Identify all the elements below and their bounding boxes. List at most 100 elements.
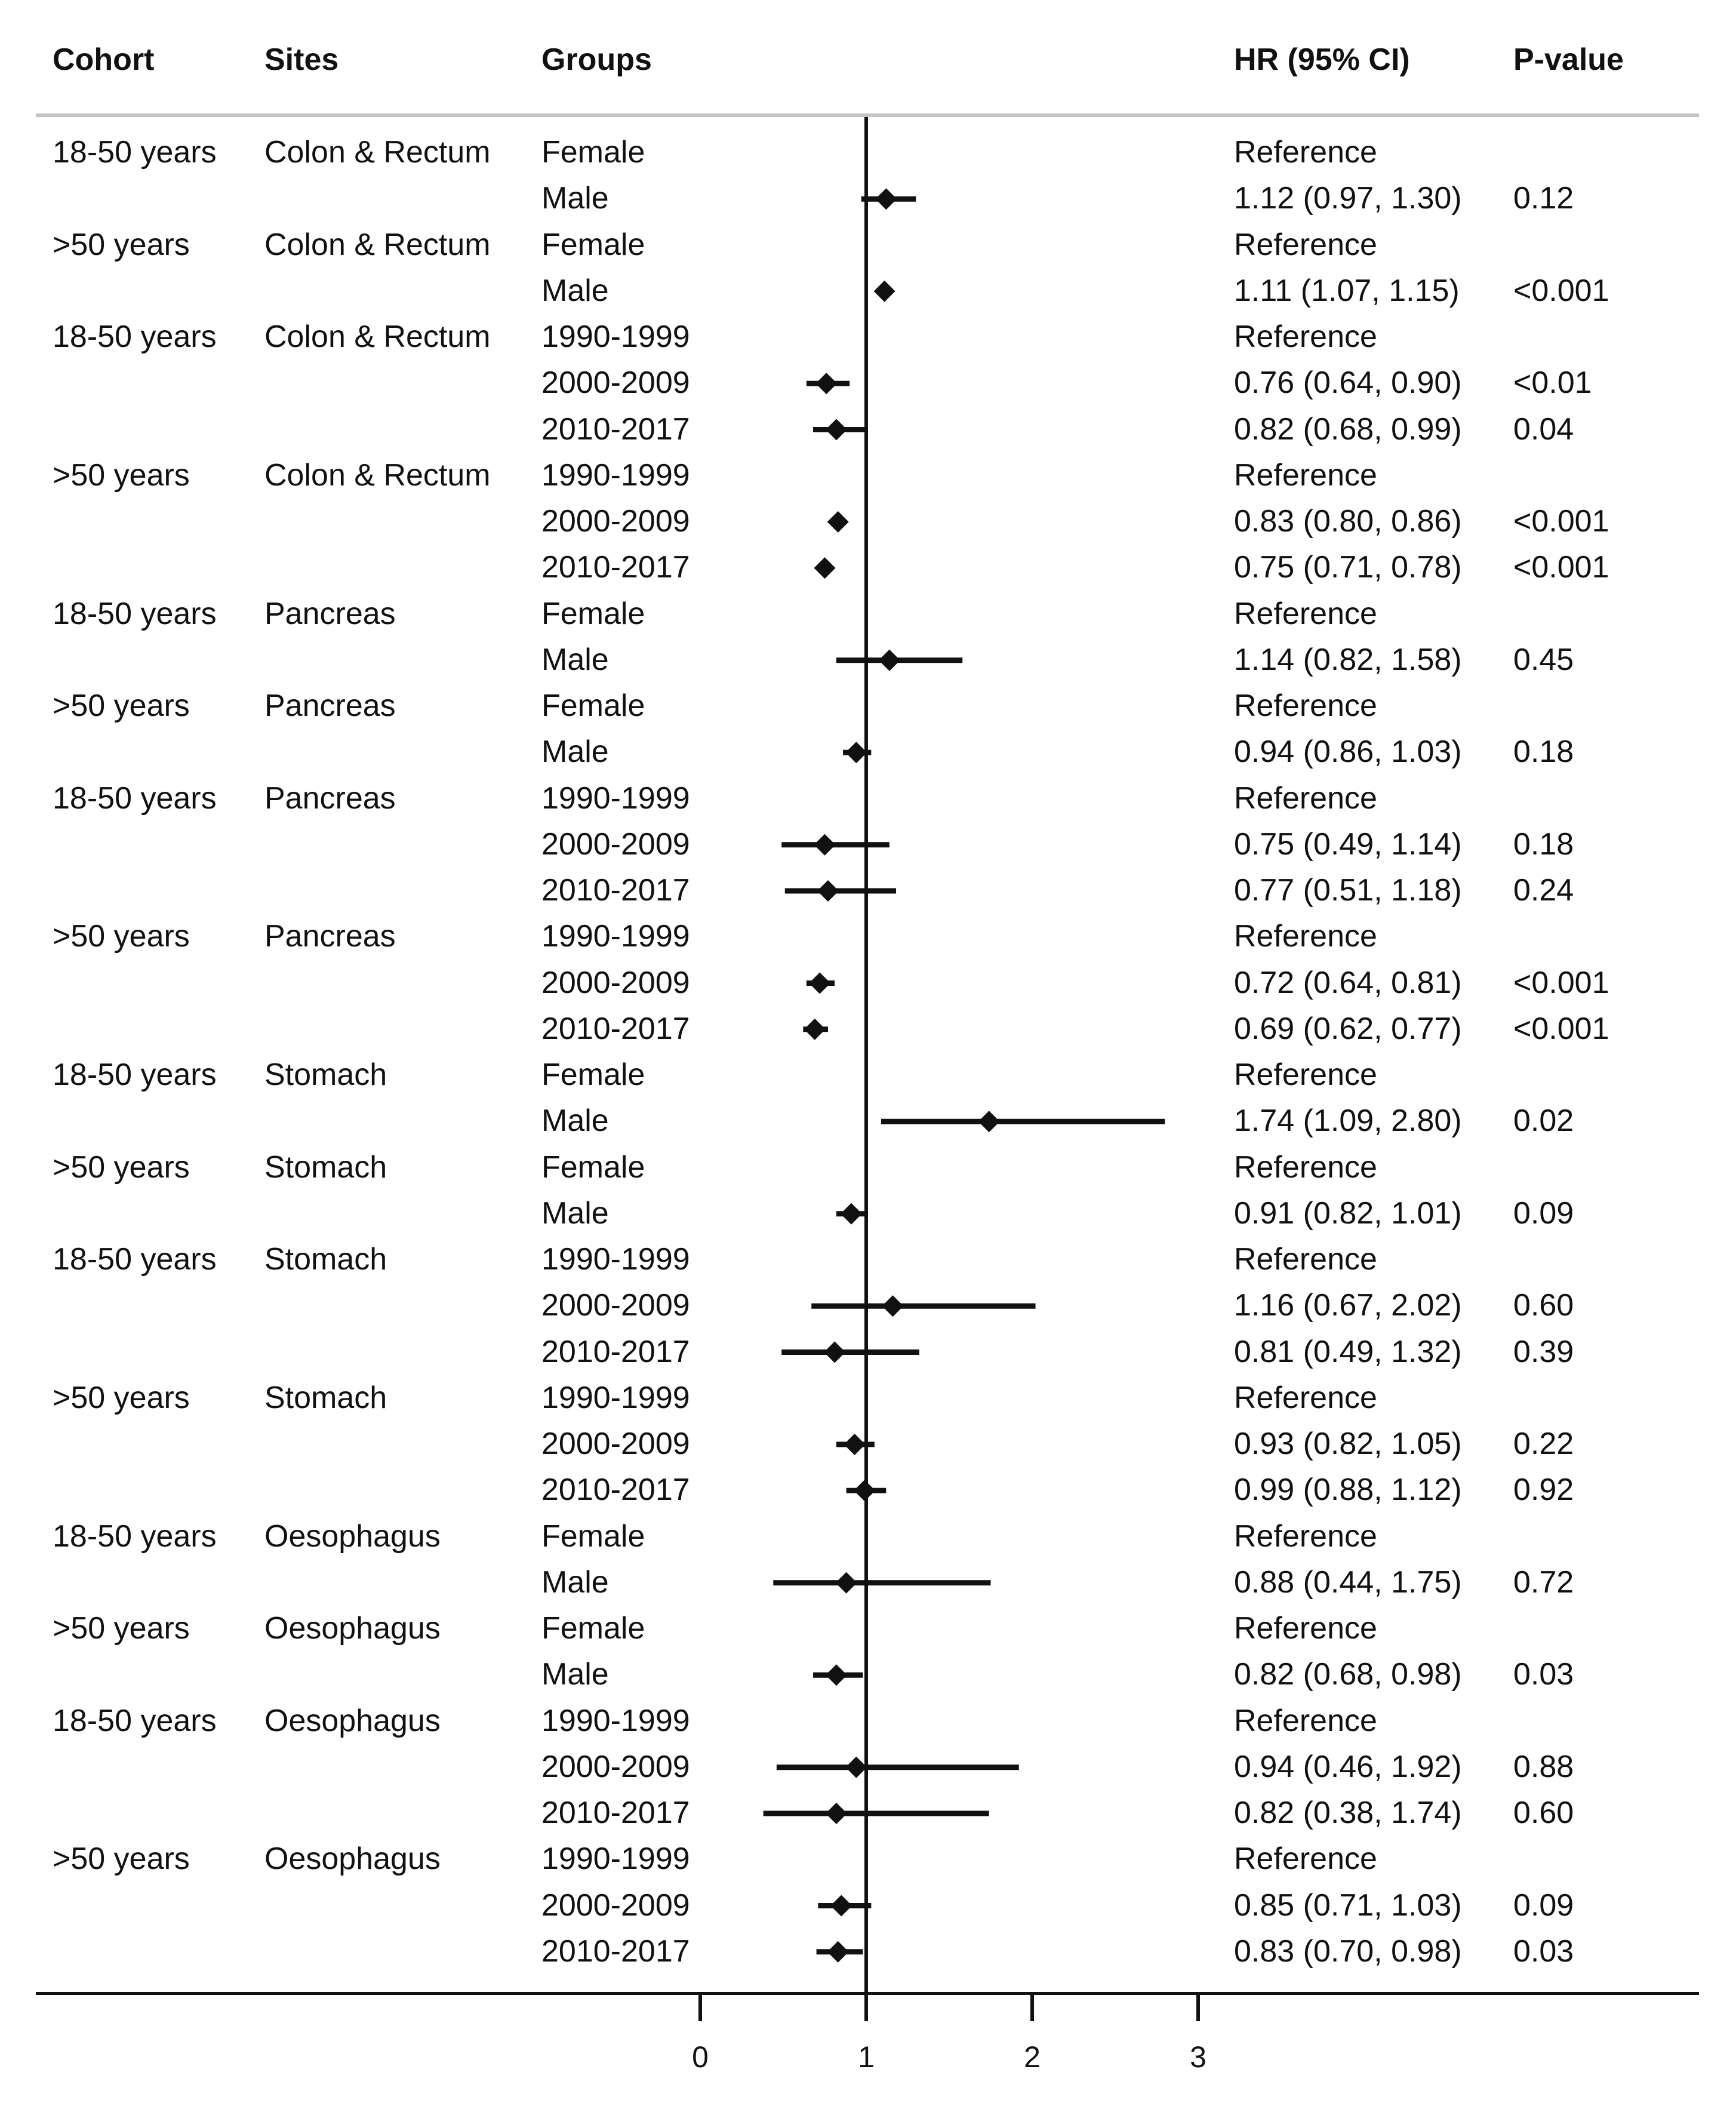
hr-ci-label: Reference: [1234, 780, 1377, 816]
p-value-label: 0.45: [1513, 642, 1574, 677]
cohort-label: >50 years: [53, 1380, 190, 1415]
cohort-label: 18-50 years: [53, 596, 217, 631]
p-value-label: 0.92: [1513, 1472, 1574, 1508]
group-label: 1990-1999: [541, 1703, 690, 1738]
group-label: 1990-1999: [541, 457, 690, 493]
group-label: 2010-2017: [541, 550, 690, 585]
site-label: Oesophagus: [264, 1518, 441, 1554]
hr-ci-label: 0.75 (0.71, 0.78): [1234, 550, 1462, 585]
hr-ci-label: 0.99 (0.88, 1.12): [1234, 1472, 1462, 1508]
group-label: 1990-1999: [541, 919, 690, 954]
header-divider: [36, 113, 1699, 117]
hr-point-marker: [817, 880, 839, 902]
site-label: Stomach: [264, 1380, 387, 1415]
group-label: Male: [541, 273, 609, 308]
hr-ci-label: Reference: [1234, 319, 1377, 354]
group-label: 2010-2017: [541, 1796, 690, 1830]
hr-point-marker: [875, 188, 897, 210]
site-label: Colon & Rectum: [264, 135, 491, 170]
hr-ci-label: Reference: [1234, 1380, 1377, 1415]
hr-point-marker: [835, 1572, 857, 1594]
hr-point-marker: [825, 419, 847, 441]
hr-ci-label: 0.91 (0.82, 1.01): [1234, 1195, 1462, 1231]
p-value-label: 0.24: [1513, 873, 1574, 908]
cohort-label: >50 years: [53, 227, 190, 262]
cohort-label: >50 years: [53, 1841, 190, 1877]
hr-ci-label: 0.94 (0.46, 1.92): [1234, 1749, 1462, 1784]
site-label: Oesophagus: [264, 1611, 441, 1646]
hr-ci-label: 0.82 (0.68, 0.98): [1234, 1657, 1462, 1692]
cohort-label: >50 years: [53, 688, 190, 723]
group-label: 1990-1999: [541, 780, 690, 816]
header-groups: Groups: [541, 42, 652, 77]
hr-point-marker: [827, 511, 849, 533]
site-label: Stomach: [264, 1242, 387, 1277]
p-value-label: 0.04: [1513, 411, 1574, 447]
group-label: 1990-1999: [541, 1841, 690, 1877]
p-value-label: <0.01: [1513, 365, 1592, 401]
hr-ci-label: Reference: [1234, 1611, 1377, 1646]
hr-ci-label: Reference: [1234, 919, 1377, 954]
hr-point-marker: [882, 1295, 904, 1317]
cohort-label: 18-50 years: [53, 319, 217, 354]
group-label: 1990-1999: [541, 1380, 690, 1415]
cohort-label: >50 years: [53, 457, 190, 493]
hr-ci-label: 0.76 (0.64, 0.90): [1234, 365, 1462, 401]
hr-point-marker: [824, 1341, 846, 1363]
hr-point-marker: [845, 1756, 867, 1778]
p-value-label: <0.001: [1513, 550, 1609, 585]
hr-ci-label: Reference: [1234, 596, 1377, 631]
group-label: 2010-2017: [541, 1334, 690, 1369]
hr-point-marker: [809, 972, 831, 994]
group-label: Female: [541, 135, 645, 170]
site-label: Pancreas: [264, 596, 396, 631]
hr-ci-label: 1.12 (0.97, 1.30): [1234, 181, 1462, 216]
group-label: Male: [541, 1195, 609, 1231]
hr-point-marker: [854, 1480, 876, 1502]
hr-ci-label: 1.74 (1.09, 2.80): [1234, 1103, 1462, 1139]
hr-ci-label: 0.83 (0.70, 0.98): [1234, 1933, 1462, 1969]
p-value-label: 0.03: [1513, 1933, 1574, 1969]
cohort-label: >50 years: [53, 1149, 190, 1185]
cohort-label: 18-50 years: [53, 135, 217, 170]
p-value-label: 0.39: [1513, 1334, 1574, 1369]
group-label: Female: [541, 1149, 645, 1185]
group-label: Male: [541, 1657, 609, 1692]
group-label: 2010-2017: [541, 1011, 690, 1046]
group-label: Male: [541, 181, 609, 216]
cohort-label: 18-50 years: [53, 1242, 217, 1277]
site-label: Stomach: [264, 1149, 387, 1185]
x-tick-label: 2: [1024, 2040, 1041, 2074]
hr-point-marker: [815, 373, 838, 395]
hr-point-marker: [830, 1895, 852, 1917]
hr-point-marker: [840, 1203, 862, 1225]
hr-ci-label: 0.75 (0.49, 1.14): [1234, 826, 1462, 862]
group-label: Female: [541, 596, 645, 631]
hr-ci-label: 0.72 (0.64, 0.81): [1234, 965, 1462, 1000]
site-label: Colon & Rectum: [264, 457, 491, 493]
p-value-label: 0.60: [1513, 1796, 1574, 1830]
header-cohort: Cohort: [53, 42, 155, 77]
group-label: Female: [541, 1057, 645, 1092]
group-label: 2000-2009: [541, 965, 690, 1000]
hr-ci-label: 0.88 (0.44, 1.75): [1234, 1564, 1462, 1600]
hr-ci-label: 0.82 (0.68, 0.99): [1234, 411, 1462, 447]
hr-point-marker: [804, 1018, 826, 1040]
hr-ci-label: 0.93 (0.82, 1.05): [1234, 1427, 1462, 1461]
hr-ci-label: 1.14 (0.82, 1.58): [1234, 642, 1462, 677]
hr-point-marker: [825, 1664, 847, 1686]
x-tick-label: 0: [692, 2040, 709, 2074]
hr-ci-label: Reference: [1234, 1242, 1377, 1277]
hr-ci-label: 1.16 (0.67, 2.02): [1234, 1288, 1462, 1323]
group-label: 1990-1999: [541, 319, 690, 354]
hr-ci-label: 0.81 (0.49, 1.32): [1234, 1334, 1462, 1369]
group-label: 2000-2009: [541, 1288, 690, 1323]
p-value-label: 0.60: [1513, 1288, 1574, 1323]
x-tick-label: 1: [858, 2040, 875, 2074]
cohort-label: 18-50 years: [53, 1703, 217, 1738]
hr-point-marker: [845, 742, 867, 764]
p-value-label: <0.001: [1513, 273, 1609, 308]
p-value-label: 0.88: [1513, 1749, 1574, 1784]
